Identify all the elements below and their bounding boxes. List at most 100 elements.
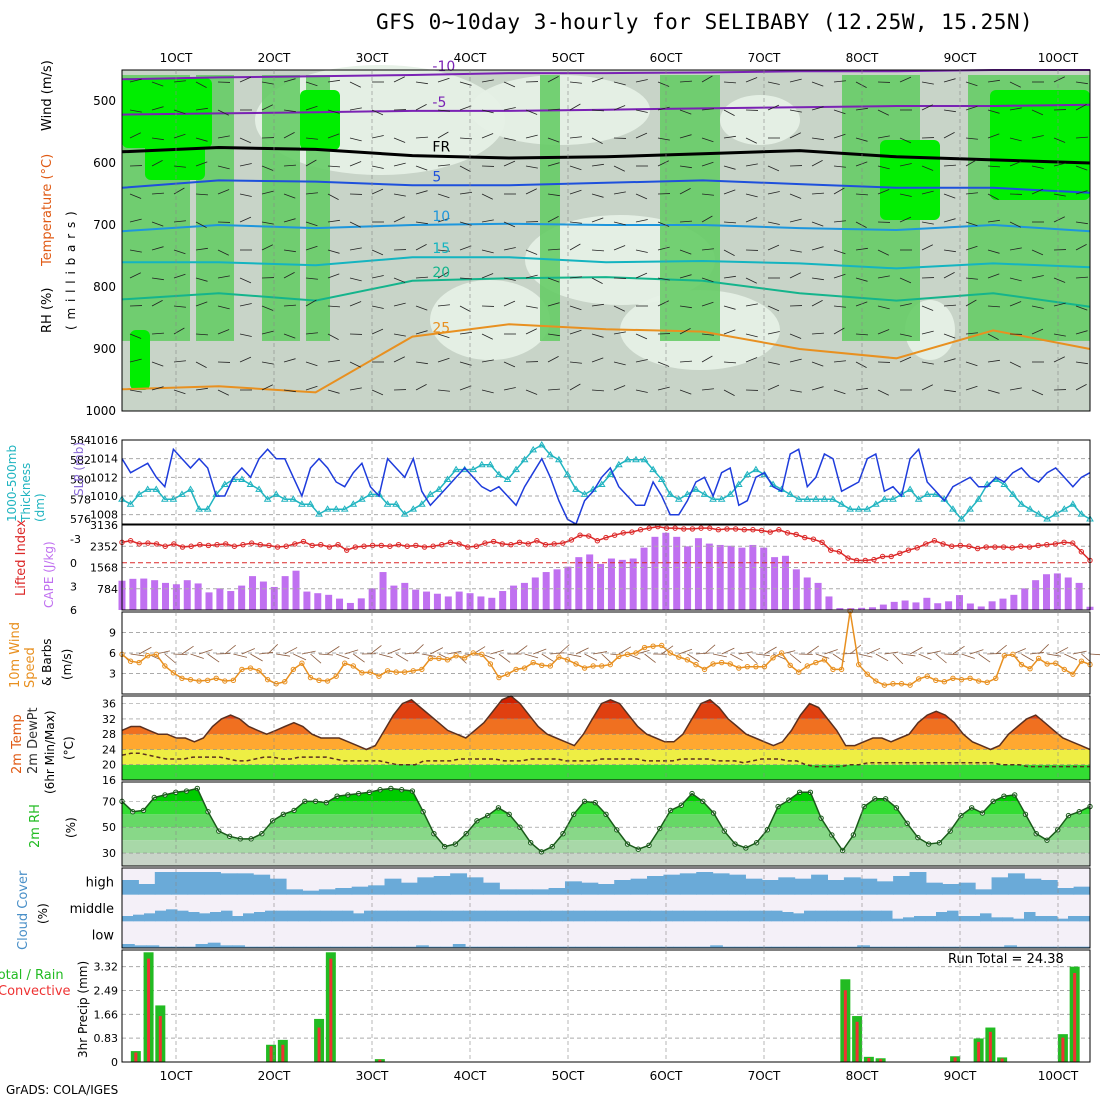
wind-barb	[129, 109, 142, 113]
millibars-axis-label: ( m i l l i b a r s )	[64, 210, 78, 330]
wind-barb	[1053, 277, 1066, 283]
precip-conv-bar	[378, 1059, 382, 1062]
surface-wind-barb	[241, 648, 255, 655]
cloud-high-bar	[696, 872, 714, 895]
cloud-middle-bar	[903, 917, 915, 922]
wind-barb	[481, 79, 494, 83]
wind-barb	[371, 275, 384, 279]
wind-barb	[151, 192, 164, 195]
wind-barb	[371, 188, 384, 195]
wind-barb	[371, 249, 384, 256]
surface-wind-barb	[233, 653, 248, 658]
thickness-line-point	[572, 485, 580, 492]
cloud-high-bar	[614, 880, 632, 895]
surface-wind-barb	[935, 653, 947, 664]
wind-barb	[569, 243, 581, 251]
thickness-line-point	[186, 485, 195, 492]
wind-barb	[591, 357, 604, 363]
cape-bar	[259, 581, 267, 610]
wind-barb	[525, 305, 538, 309]
rh-saturated-patch	[880, 140, 940, 220]
surface-wind-barb	[815, 653, 830, 659]
temp-contour-25	[121, 323, 1091, 394]
cape-bar	[607, 558, 615, 610]
cloud-low-bar	[195, 944, 209, 948]
thickness-tick-label: 580	[70, 474, 91, 487]
slp-tick-label: 1010	[90, 490, 118, 503]
wind-barb	[591, 109, 604, 112]
wind-barb	[987, 359, 1000, 363]
cape-bar	[281, 576, 289, 610]
x-tick-label-bottom: 4OCT	[454, 1069, 487, 1083]
wind-barb	[525, 134, 538, 139]
wind-barb	[1031, 188, 1044, 195]
wind-barb	[547, 162, 560, 167]
cloud-low-bar	[342, 946, 356, 948]
wind-barb	[965, 361, 978, 367]
cloud-middle-bar	[243, 913, 255, 922]
thickness-line-point	[417, 500, 426, 507]
cloud-middle-bar	[540, 910, 552, 922]
wind-barb	[195, 361, 207, 368]
thickness-line-point	[649, 465, 657, 473]
temp-axis-label: 2m Temp	[10, 714, 25, 774]
cloud-high-bar	[548, 888, 566, 895]
wind-barb	[283, 333, 296, 339]
wind-barb	[327, 79, 340, 83]
wind-barb	[811, 137, 824, 141]
wind-barb	[1031, 328, 1044, 335]
wind-barb	[327, 359, 340, 363]
wind-barb	[371, 109, 384, 116]
rh-band	[122, 853, 1090, 866]
wind-barb	[899, 76, 912, 83]
temp-tick-label: 36	[102, 698, 116, 711]
wind-barb	[459, 245, 472, 251]
wind-barb	[789, 78, 802, 83]
wind-barb	[437, 131, 449, 139]
surface-wind-barb	[447, 650, 462, 655]
wind-barb	[943, 358, 956, 363]
cape-bar	[999, 598, 1007, 610]
wind-barb	[569, 136, 582, 139]
wind-barb	[745, 137, 757, 144]
surface-wind-barb	[395, 653, 409, 662]
wind-barb	[459, 221, 472, 226]
cape-bar	[988, 601, 996, 610]
cape-bar	[727, 545, 735, 610]
cape-bar	[803, 577, 811, 610]
wind-barb	[855, 247, 868, 251]
wind-barb	[415, 361, 428, 365]
wind-barb	[833, 305, 846, 308]
rh-tick-label: 30	[102, 847, 116, 860]
cloud-middle-bar	[1057, 918, 1069, 922]
wind-barb	[327, 133, 340, 139]
cloud-high-bar	[204, 872, 221, 895]
wind-barb	[591, 137, 603, 144]
wind-unit-label: (m/s)	[60, 648, 74, 680]
cape-bar	[412, 589, 420, 610]
cloud-low-bar	[538, 946, 552, 948]
wind-barb	[349, 277, 362, 282]
cloud-middle-bar	[375, 910, 387, 922]
wind-barb	[151, 246, 164, 251]
wind-barb	[1009, 107, 1022, 111]
thickness-line-point	[272, 490, 281, 497]
wind-barb	[679, 328, 691, 335]
wind-barb	[437, 389, 450, 392]
precip-conv-bar	[855, 1021, 859, 1062]
cape-bar	[499, 591, 507, 610]
x-tick-label-top: 4OCT	[454, 51, 487, 65]
wind-barb	[613, 245, 626, 251]
wind-barb	[503, 277, 516, 281]
wind-barb	[701, 355, 713, 363]
cloud-low-bar	[1053, 946, 1066, 948]
wind-barb	[173, 305, 186, 308]
wind-barb	[151, 137, 164, 141]
cloud-low-bar	[685, 946, 699, 948]
precip-conv-bar	[317, 1027, 321, 1062]
wind-barb	[349, 137, 362, 142]
surface-wind-barb	[533, 648, 547, 655]
cloud-low-bar	[673, 946, 687, 948]
thickness-tick-label: 576	[70, 513, 91, 526]
cloud-middle-bar	[617, 910, 629, 922]
